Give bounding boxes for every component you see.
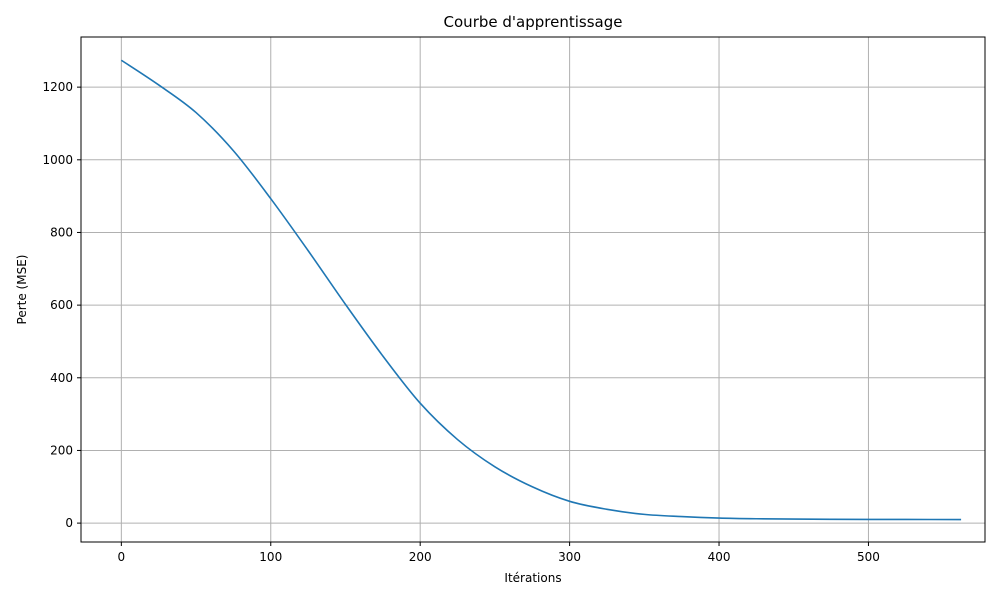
x-tick-label: 500 (857, 550, 880, 564)
y-tick-label: 200 (50, 443, 73, 457)
chart-title: Courbe d'apprentissage (444, 13, 623, 31)
x-axis-label: Itérations (504, 571, 561, 585)
grid (81, 37, 985, 542)
x-tick-label: 0 (118, 550, 126, 564)
x-tick-label: 100 (259, 550, 282, 564)
y-tick-label: 1000 (42, 153, 73, 167)
x-axis-ticks: 0 100 200 300 400 500 (118, 542, 880, 564)
y-tick-label: 600 (50, 298, 73, 312)
x-tick-label: 400 (708, 550, 731, 564)
x-tick-label: 200 (409, 550, 432, 564)
y-tick-label: 800 (50, 225, 73, 239)
y-tick-label: 1200 (42, 80, 73, 94)
series-layer (120, 59, 962, 521)
plot-frame (80, 36, 986, 543)
y-tick-label: 400 (50, 371, 73, 385)
y-axis-label: Perte (MSE) (15, 255, 29, 325)
y-tick-label: 0 (65, 516, 73, 530)
y-axis-ticks: 0 200 400 600 800 1000 1200 (42, 80, 81, 530)
loss-series-line (120, 59, 962, 521)
x-tick-label: 300 (558, 550, 581, 564)
